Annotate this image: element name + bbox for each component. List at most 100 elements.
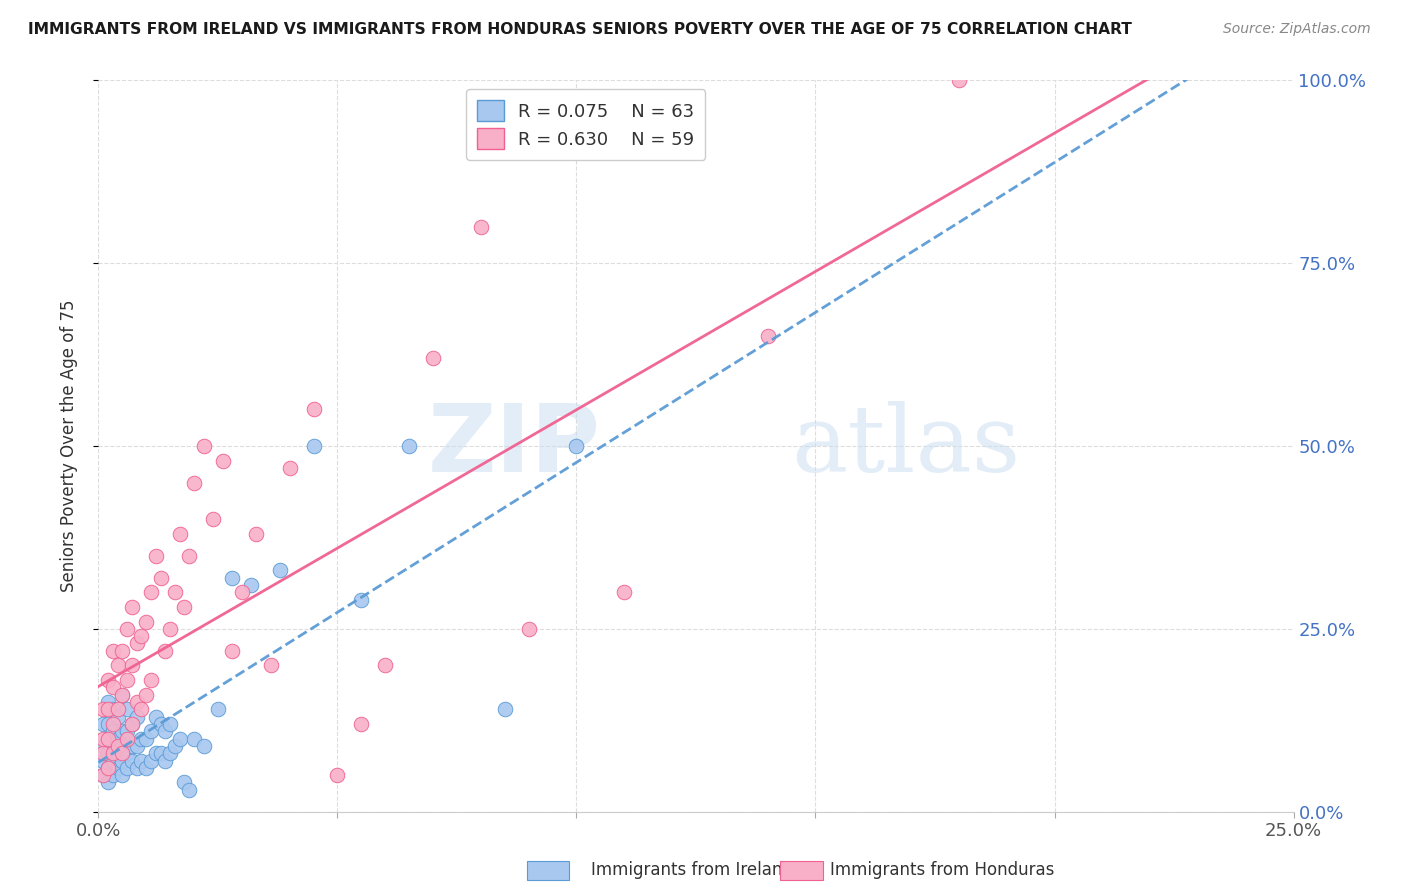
- Point: [97, 761, 120, 775]
- Point: [350, 592, 373, 607]
- Point: [139, 585, 162, 599]
- Point: [193, 439, 215, 453]
- Point: [107, 739, 129, 753]
- Point: [221, 644, 243, 658]
- Point: [101, 768, 124, 782]
- Point: [278, 461, 301, 475]
- Point: [91, 768, 114, 782]
- Point: [121, 717, 143, 731]
- Point: [202, 512, 225, 526]
- Point: [107, 702, 129, 716]
- Point: [107, 731, 129, 746]
- Point: [101, 739, 124, 753]
- Point: [207, 702, 229, 716]
- Point: [173, 599, 195, 614]
- Point: [101, 644, 124, 658]
- Point: [97, 695, 120, 709]
- Point: [240, 578, 263, 592]
- Point: [111, 768, 134, 782]
- Point: [115, 622, 138, 636]
- Point: [91, 717, 114, 731]
- Text: Immigrants from Ireland: Immigrants from Ireland: [591, 861, 793, 879]
- Point: [259, 658, 281, 673]
- Point: [131, 731, 153, 746]
- Point: [159, 746, 181, 760]
- Point: [115, 731, 138, 746]
- Point: [115, 724, 138, 739]
- Point: [111, 739, 134, 753]
- Point: [111, 746, 134, 760]
- Point: [91, 754, 114, 768]
- Point: [131, 754, 153, 768]
- Point: [97, 731, 120, 746]
- Point: [121, 599, 143, 614]
- Point: [111, 724, 134, 739]
- Point: [159, 622, 181, 636]
- Point: [131, 702, 153, 716]
- Point: [517, 622, 540, 636]
- Point: [101, 717, 124, 731]
- Point: [155, 644, 177, 658]
- Point: [193, 739, 215, 753]
- Point: [179, 549, 201, 563]
- Point: [135, 761, 157, 775]
- Point: [135, 731, 157, 746]
- Point: [183, 475, 205, 490]
- Point: [613, 585, 636, 599]
- Point: [149, 746, 172, 760]
- Point: [350, 717, 373, 731]
- Text: ZIP: ZIP: [427, 400, 600, 492]
- Point: [139, 754, 162, 768]
- Point: [245, 526, 267, 541]
- Point: [101, 746, 124, 760]
- Point: [101, 754, 124, 768]
- Point: [155, 754, 177, 768]
- Point: [565, 439, 588, 453]
- Point: [107, 658, 129, 673]
- Point: [125, 761, 148, 775]
- Point: [97, 746, 120, 760]
- Point: [101, 702, 124, 716]
- Text: IMMIGRANTS FROM IRELAND VS IMMIGRANTS FROM HONDURAS SENIORS POVERTY OVER THE AGE: IMMIGRANTS FROM IRELAND VS IMMIGRANTS FR…: [28, 22, 1132, 37]
- Point: [326, 768, 349, 782]
- Point: [125, 709, 148, 723]
- Point: [91, 702, 114, 716]
- Point: [97, 702, 120, 716]
- Point: [97, 673, 120, 687]
- Point: [135, 688, 157, 702]
- Point: [107, 746, 129, 760]
- Point: [374, 658, 396, 673]
- Point: [183, 731, 205, 746]
- Point: [91, 746, 114, 760]
- Point: [231, 585, 253, 599]
- Point: [302, 402, 325, 417]
- Point: [111, 644, 134, 658]
- Point: [155, 724, 177, 739]
- Point: [302, 439, 325, 453]
- Point: [211, 453, 233, 467]
- Point: [91, 731, 114, 746]
- Point: [111, 754, 134, 768]
- Point: [135, 615, 157, 629]
- Point: [221, 571, 243, 585]
- Point: [97, 761, 120, 775]
- Point: [145, 709, 167, 723]
- Point: [121, 658, 143, 673]
- Point: [145, 549, 167, 563]
- Point: [107, 761, 129, 775]
- Point: [121, 717, 143, 731]
- Point: [107, 709, 129, 723]
- Point: [97, 731, 120, 746]
- Point: [159, 717, 181, 731]
- Y-axis label: Seniors Poverty Over the Age of 75: Seniors Poverty Over the Age of 75: [59, 300, 77, 592]
- Point: [115, 673, 138, 687]
- Point: [948, 73, 970, 87]
- Point: [149, 571, 172, 585]
- Point: [139, 673, 162, 687]
- Point: [121, 739, 143, 753]
- Point: [125, 636, 148, 650]
- Point: [115, 761, 138, 775]
- Point: [91, 768, 114, 782]
- Point: [169, 526, 191, 541]
- Point: [115, 746, 138, 760]
